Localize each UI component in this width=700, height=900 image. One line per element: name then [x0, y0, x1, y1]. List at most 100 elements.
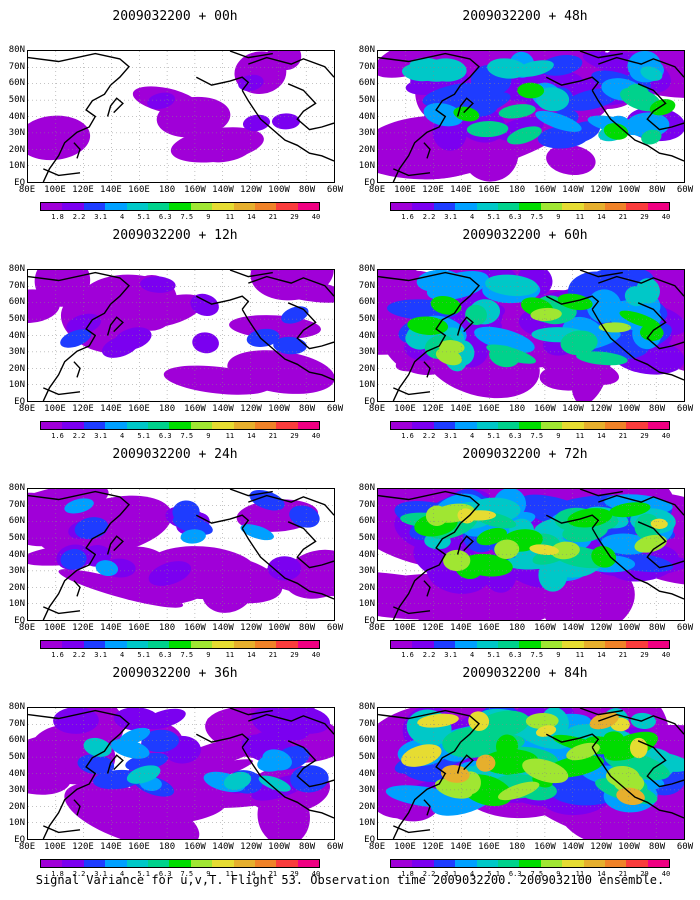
variance-contour [640, 66, 663, 81]
colorbar-label: 6.3 [508, 870, 522, 878]
colorbar-swatch [41, 422, 63, 429]
longitude-label: 80E [18, 623, 36, 633]
map-area [27, 707, 335, 840]
coastline [28, 490, 130, 524]
coastline [42, 303, 112, 401]
colorbar [40, 859, 320, 868]
colorbar-label: 11 [575, 870, 585, 878]
variance-contour [624, 286, 648, 307]
colorbar-swatch [233, 203, 255, 210]
colorbar-swatch [41, 860, 63, 867]
map-area [377, 488, 685, 621]
longitude-label: 140W [562, 404, 584, 414]
colorbar-label: 14 [597, 870, 606, 878]
colorbar-label: 5.1 [487, 432, 501, 440]
variance-contour [83, 737, 112, 757]
colorbar-swatch [626, 641, 648, 648]
variance-contour [28, 754, 72, 795]
colorbar-swatch [254, 860, 277, 867]
variance-contour [95, 560, 119, 577]
colorbar-label: 14 [597, 651, 606, 659]
colorbar-label: 6.3 [158, 651, 172, 659]
colorbar-swatch [105, 860, 127, 867]
colorbar-label: 5.1 [137, 651, 151, 659]
longitude-label: 160E [478, 623, 500, 633]
variance-contour [487, 58, 527, 79]
latitude-label: 40N [8, 768, 25, 779]
coastline [287, 740, 334, 788]
latitude-label: 70N [358, 280, 375, 291]
panel-title: 2009032200 + 72h [462, 447, 588, 462]
coastline [637, 521, 684, 569]
colorbar-swatch [169, 422, 191, 429]
colorbar-swatch [433, 641, 456, 648]
coastline [393, 825, 431, 834]
variance-contour [64, 782, 200, 839]
coastline [637, 302, 684, 350]
colorbar-swatch [412, 641, 434, 648]
coastline [579, 489, 623, 497]
coastline [637, 740, 684, 788]
colorbar-label: 6.3 [158, 432, 172, 440]
variance-contour [140, 276, 176, 293]
longitude-label: 80E [368, 623, 386, 633]
latitude-label: EQ [364, 178, 375, 188]
colorbar-swatch [147, 203, 170, 210]
latitude-label: 80N [8, 483, 25, 493]
coastline [393, 387, 431, 396]
coastline [637, 83, 684, 131]
colorbar-swatch [297, 641, 320, 648]
longitude-label: 120W [590, 623, 612, 633]
coastline [287, 302, 334, 350]
colorbar-swatch [562, 422, 584, 429]
colorbar-label: 9 [556, 432, 561, 440]
forecast-panel: 2009032200 + 24h 80N 70N 60N 50N 40N 30N 20N 10N… [5, 446, 345, 661]
figure-caption: Signal Variance for u,v,T. Flight 53. Ob… [35, 873, 665, 887]
coastline [229, 51, 273, 59]
coastline [545, 514, 600, 529]
panel-title: 2009032200 + 24h [112, 447, 238, 462]
colorbar-label: 21 [618, 432, 628, 440]
variance-contour [495, 734, 519, 759]
colorbar-label: 11 [225, 651, 235, 659]
colorbar-label: 40 [311, 213, 321, 221]
colorbar-swatch [126, 641, 148, 648]
coastline [195, 733, 250, 748]
colorbar-swatch [62, 203, 84, 210]
colorbar-label: 7.5 [180, 213, 194, 221]
colorbar-swatch [433, 203, 456, 210]
latitude-label: 70N [358, 61, 375, 72]
colorbar-label: 4 [470, 651, 475, 659]
colorbar-swatch [126, 203, 148, 210]
longitude-label: 80E [368, 185, 386, 195]
latitude-label: 20N [8, 582, 25, 593]
coastline [241, 89, 334, 162]
colorbar-label: 4 [470, 213, 475, 221]
coastline [456, 535, 474, 555]
latitude-label: 70N [358, 499, 375, 510]
map-area [27, 50, 335, 183]
coastline [579, 270, 623, 278]
coastline [378, 709, 480, 743]
colorbar-label: 11 [575, 213, 585, 221]
coastline [106, 316, 124, 336]
variance-contour [517, 82, 545, 99]
latitude-label: 60N [358, 516, 375, 527]
colorbar-label: 4 [470, 432, 475, 440]
colorbar-label: 6.3 [508, 213, 522, 221]
colorbar-swatch [455, 422, 477, 429]
coastline [598, 494, 684, 516]
latitude-label: 10N [8, 161, 25, 172]
colorbar-swatch [105, 203, 127, 210]
latitude-label: 80N [8, 264, 25, 274]
longitude-label: 100W [618, 623, 640, 633]
variance-contour [530, 307, 562, 322]
colorbar-swatch [83, 422, 106, 429]
colorbar-swatch [41, 203, 63, 210]
latitude-label: 10N [8, 380, 25, 391]
latitude-label: 30N [358, 785, 375, 796]
longitude-label: 140W [212, 185, 234, 195]
colorbar-label: 11 [225, 870, 235, 878]
variance-contour [401, 63, 439, 82]
colorbar-swatch [412, 860, 434, 867]
